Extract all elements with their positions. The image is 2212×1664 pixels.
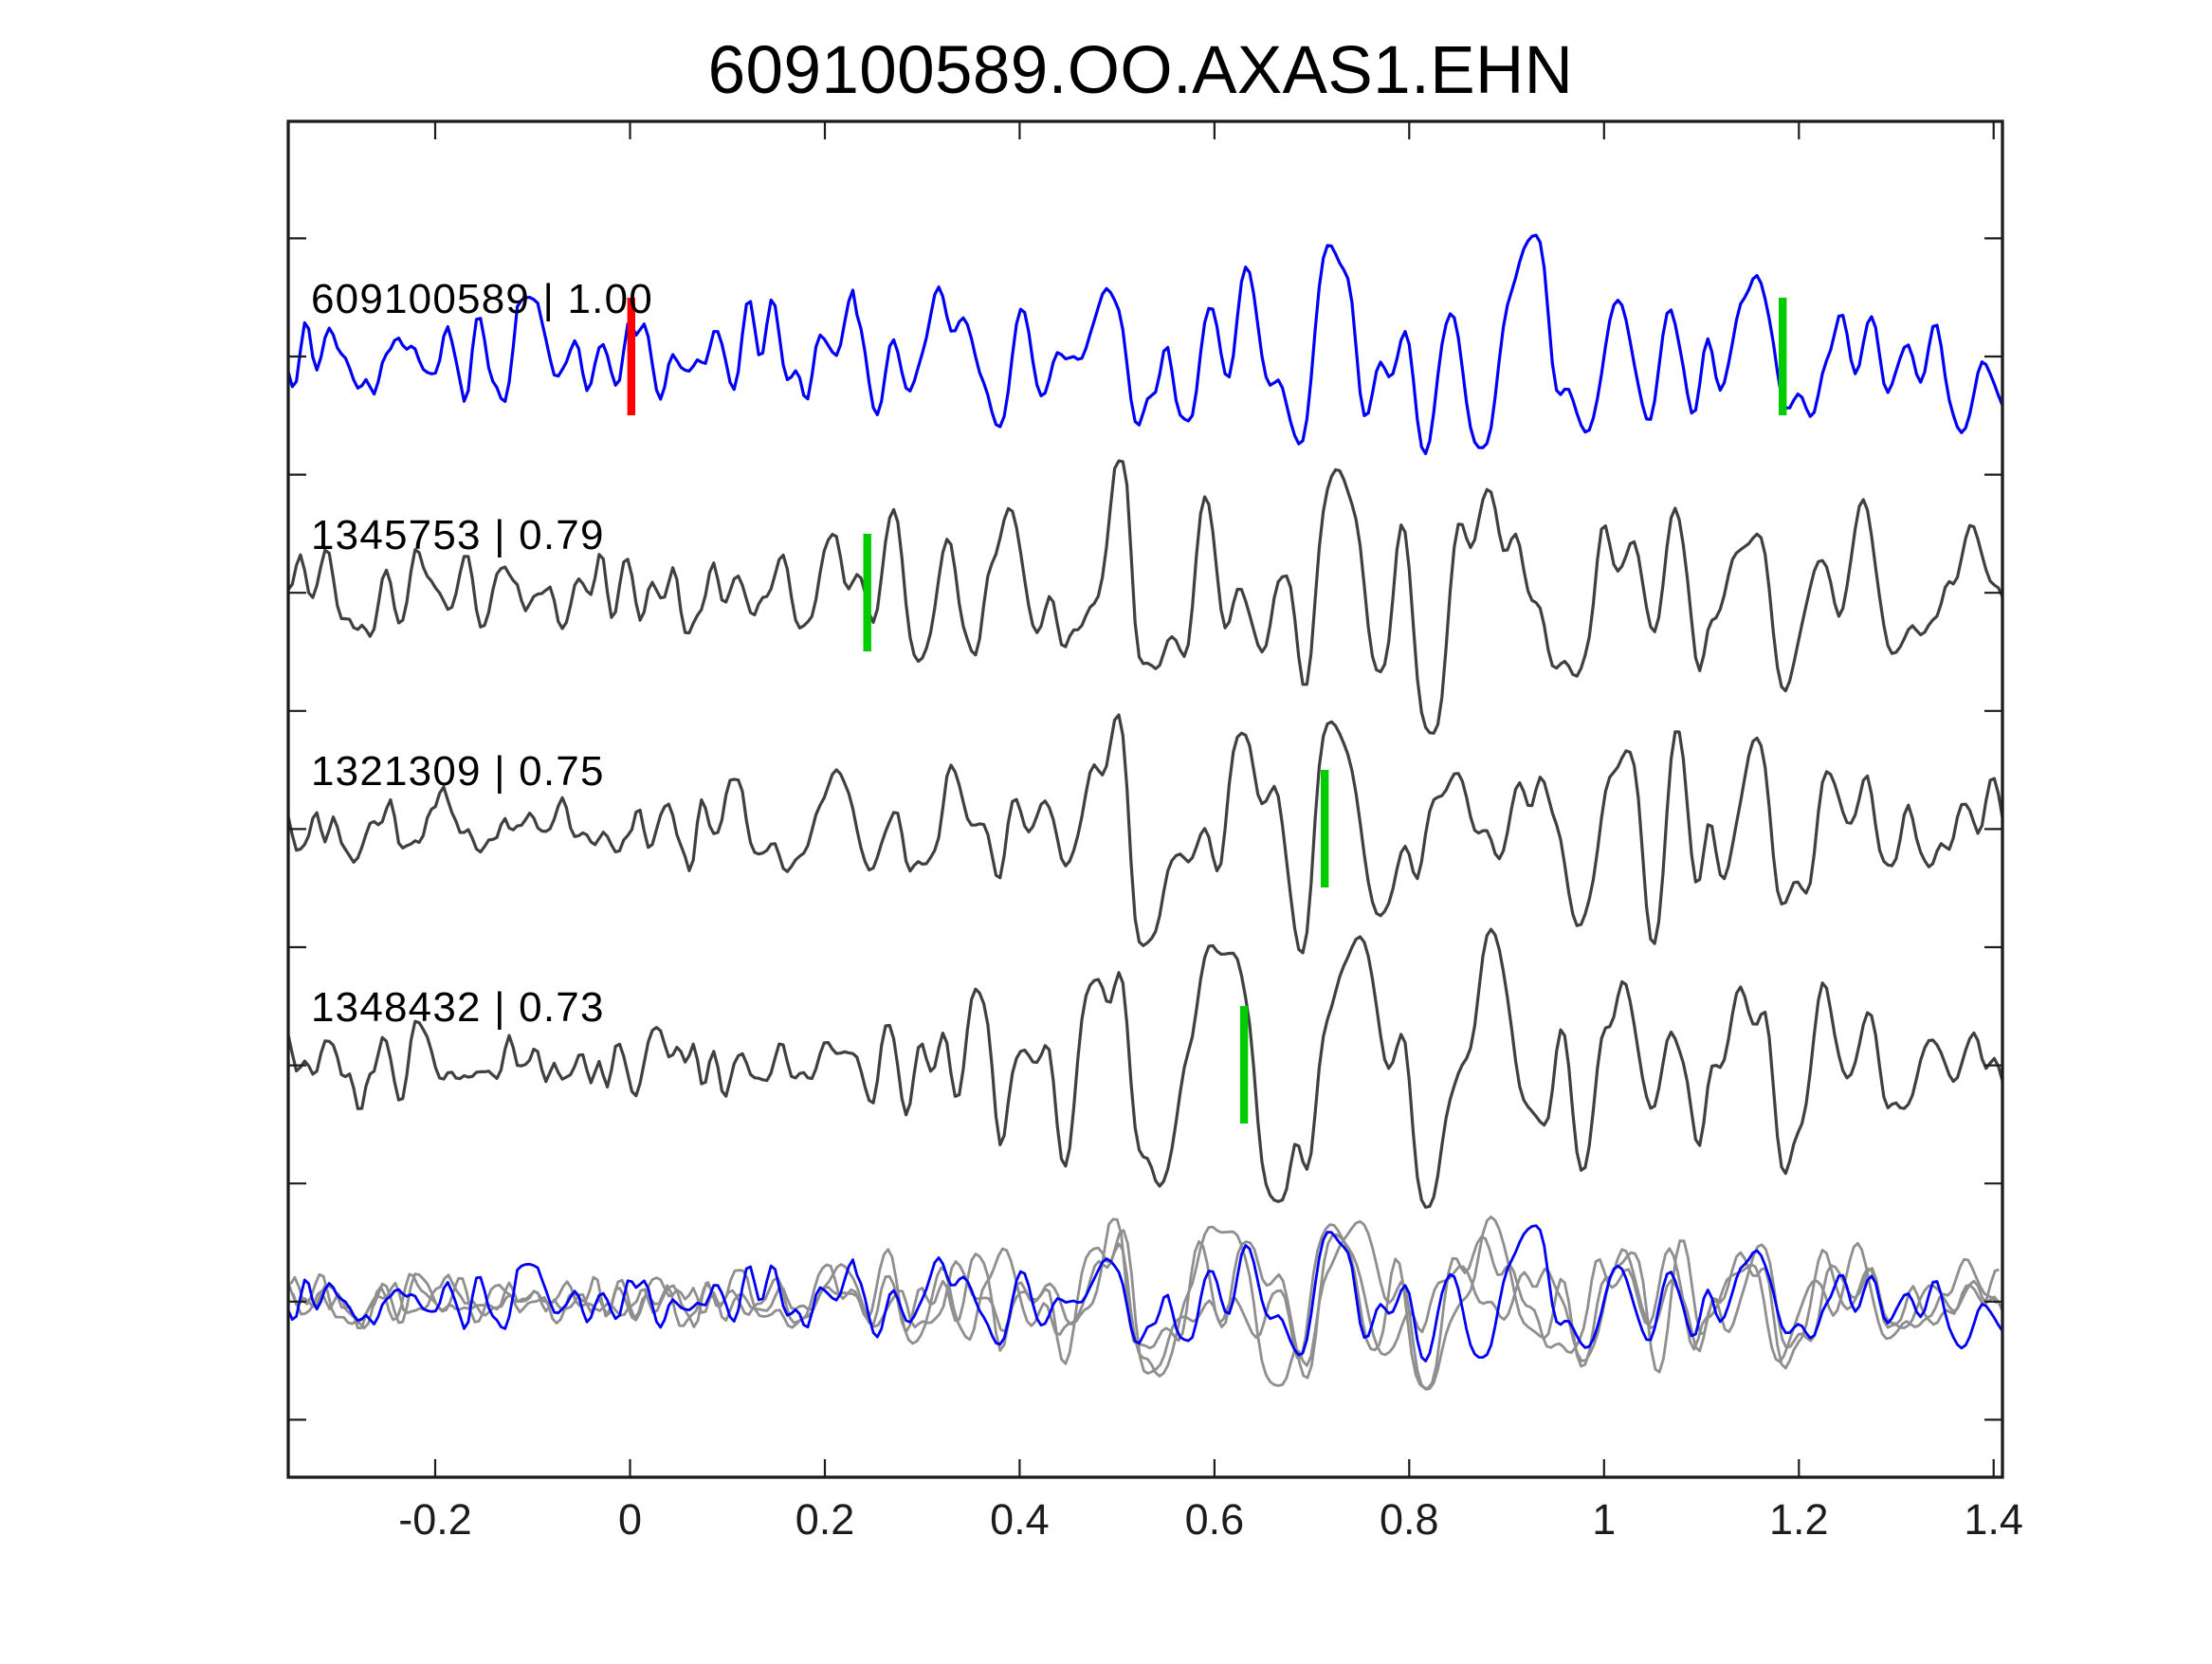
svg-text:1321309 | 0.75: 1321309 | 0.75 bbox=[311, 748, 605, 795]
svg-text:0.2: 0.2 bbox=[795, 1495, 855, 1544]
svg-text:0.6: 0.6 bbox=[1185, 1495, 1245, 1544]
svg-text:1345753 | 0.79: 1345753 | 0.79 bbox=[311, 512, 605, 558]
svg-text:0: 0 bbox=[618, 1495, 642, 1544]
svg-text:0.4: 0.4 bbox=[990, 1495, 1050, 1544]
svg-text:1348432 | 0.73: 1348432 | 0.73 bbox=[311, 984, 605, 1031]
svg-text:1.2: 1.2 bbox=[1769, 1495, 1829, 1544]
svg-text:609100589 | 1.00: 609100589 | 1.00 bbox=[311, 276, 653, 322]
svg-text:0.8: 0.8 bbox=[1380, 1495, 1439, 1544]
svg-text:609100589.OO.AXAS1.EHN: 609100589.OO.AXAS1.EHN bbox=[708, 33, 1574, 108]
svg-text:1.4: 1.4 bbox=[1964, 1495, 2023, 1544]
svg-text:1: 1 bbox=[1592, 1495, 1616, 1544]
svg-text:-0.2: -0.2 bbox=[398, 1495, 472, 1544]
